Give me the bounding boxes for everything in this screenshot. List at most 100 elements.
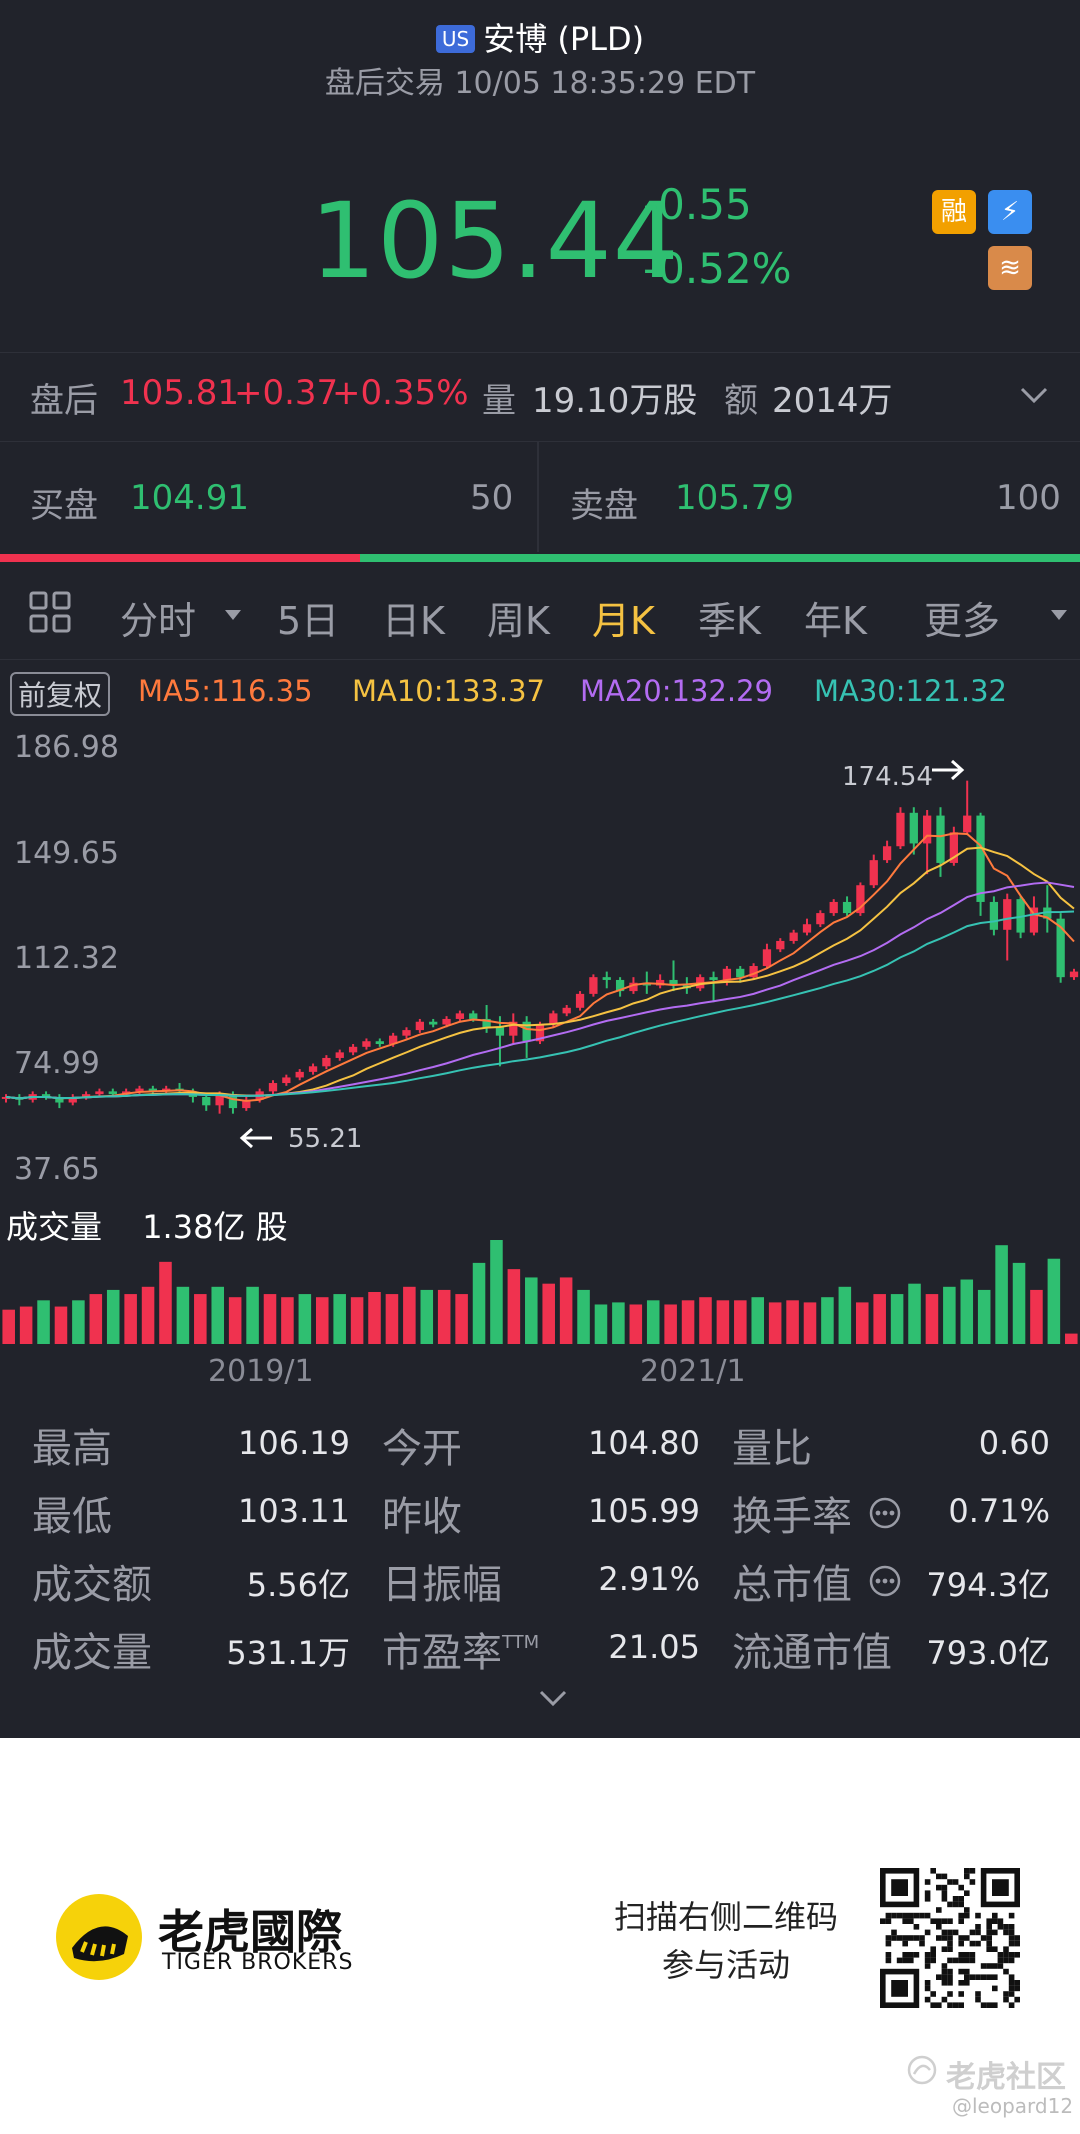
tab-monthly-k[interactable]: 月K [592,599,655,643]
stat-value: 5.56亿 [246,1566,350,1604]
candle-body [802,924,812,933]
bid-price: 104.91 [130,478,249,518]
qr-module [997,1924,1004,1930]
qr-module [902,1935,908,1941]
volume-bar [228,1297,242,1344]
tab-5day[interactable]: 5日 [277,599,340,643]
volume-bar [54,1306,68,1344]
info-icon[interactable] [868,1496,902,1530]
candle-body [135,1088,144,1092]
qr-module [913,1924,920,1930]
dropdown-arrow-icon[interactable] [224,608,242,622]
qr-module [1014,1940,1020,1947]
candle-body [1043,907,1052,919]
qr-module [975,1940,981,1947]
tab-daily-k[interactable]: 日K [382,599,445,643]
qr-finder [992,1879,1009,1896]
tab-yearly-k[interactable]: 年K [804,599,867,643]
more-dropdown-icon[interactable] [1050,608,1068,622]
volume-bar [908,1283,921,1344]
candle-body [602,977,611,980]
brand-name-en: TIGER BROKERS [162,1950,354,1975]
qr-module [1008,1929,1015,1936]
qr-module [986,1963,992,1969]
qr-module [1008,1952,1015,1958]
qr-module [936,1907,942,1913]
candle-body [335,1052,344,1058]
margin-icon[interactable]: 融 [932,190,976,234]
candle-body [829,901,838,914]
candle-body [242,1099,251,1109]
candle-body [68,1096,77,1103]
candlestick-chart[interactable] [0,740,1080,1180]
candle-body [949,832,958,863]
qr-module [885,1957,892,1964]
qr-module [1008,1924,1015,1930]
qr-module [958,1980,964,1986]
info-icon[interactable] [868,1564,902,1598]
stat-label: 最低 [32,1494,112,1540]
volume-bar [751,1297,765,1344]
adjust-type-button[interactable]: 前复权 [10,672,111,716]
qr-module [885,1918,892,1924]
stat-value: 0.71% [948,1492,1050,1530]
qr-module [986,1940,992,1947]
volume-bar [490,1240,503,1344]
qr-module [880,1918,886,1924]
qr-module [941,1963,948,1969]
candle-body [562,1007,571,1014]
volume-bar [1030,1289,1043,1344]
quote-page [0,0,1080,1738]
qr-module [936,1918,942,1924]
qr-module [919,1912,925,1919]
qr-module [947,1957,953,1964]
qr-module [947,1940,953,1947]
qr-module [980,2002,987,2008]
qr-module [975,1924,981,1930]
after-hours-row[interactable]: 盘后 105.81 +0.37 +0.35% 量 19.10万股 额 2014万 [0,352,1080,442]
qr-module [930,1868,936,1874]
qr-module [885,1940,892,1947]
stat-label: 日振幅 [382,1562,502,1608]
stat-value: 2.91% [598,1560,700,1598]
expand-chevron-icon[interactable] [538,1688,568,1708]
qr-module [1008,1935,1015,1941]
volume-bar [542,1283,555,1344]
tab-quarterly-k[interactable]: 季K [698,599,761,643]
layers-icon[interactable]: ≋ [988,246,1032,290]
qr-module [969,1929,976,1936]
candle-body [789,932,798,941]
qr-code [880,1868,1020,2008]
candle-body [882,846,892,861]
candle-body [1029,907,1039,933]
qr-module [902,1918,908,1924]
qr-module [902,1952,908,1958]
candle-body [842,901,852,914]
stat-label: 总市值 [732,1562,852,1608]
flash-icon[interactable]: ⚡ [988,190,1032,234]
candle-body [589,977,598,994]
volume-chart[interactable] [0,1240,1080,1348]
last-price: 105.44 [310,180,680,302]
grid-menu-icon[interactable] [28,590,72,634]
qr-module [980,1935,987,1941]
qr-module [930,1918,936,1924]
chevron-down-icon[interactable] [1018,383,1050,407]
volume-bar [507,1269,521,1344]
stock-name: 安博 (PLD) [483,20,645,58]
qr-module [1014,1996,1020,2003]
qr-module [1008,1957,1015,1964]
tab-intraday[interactable]: 分时 [120,599,197,643]
stat-label: 最高 [32,1426,112,1472]
qr-module [941,1918,948,1924]
qr-module [986,1918,992,1924]
qr-module [964,1873,970,1880]
qr-module [952,1896,959,1902]
qr-module [1003,1929,1009,1936]
volume-bar [315,1297,329,1344]
qr-module [885,1912,892,1919]
tab-more[interactable]: 更多 [924,599,1001,643]
ttm-superscript: TTM [502,1632,540,1653]
qr-module [964,1912,970,1919]
tab-weekly-k[interactable]: 周K [487,599,550,643]
